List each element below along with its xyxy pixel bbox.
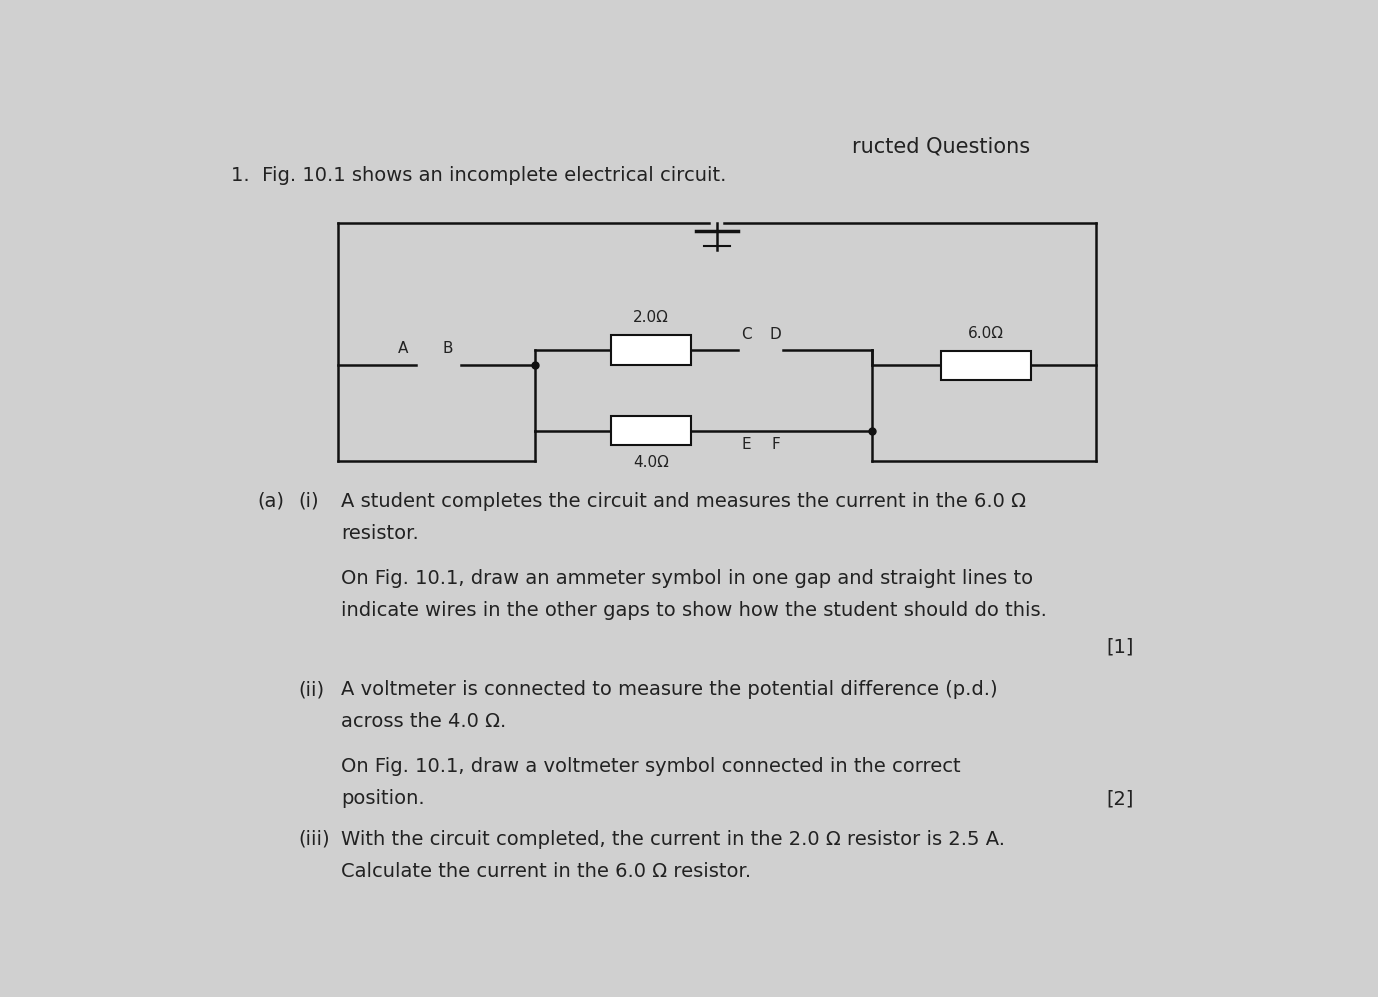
Text: [2]: [2] bbox=[1107, 789, 1134, 808]
Text: A: A bbox=[398, 341, 408, 356]
Text: A voltmeter is connected to measure the potential difference (p.d.): A voltmeter is connected to measure the … bbox=[340, 680, 998, 699]
Text: With the circuit completed, the current in the 2.0 Ω resistor is 2.5 A.: With the circuit completed, the current … bbox=[340, 830, 1005, 848]
Text: On Fig. 10.1, draw an ammeter symbol in one gap and straight lines to: On Fig. 10.1, draw an ammeter symbol in … bbox=[340, 568, 1034, 588]
Text: (a): (a) bbox=[258, 492, 285, 511]
Bar bbox=[610, 335, 690, 365]
Text: E: E bbox=[741, 437, 751, 452]
Text: 1.  Fig. 10.1 shows an incomplete electrical circuit.: 1. Fig. 10.1 shows an incomplete electri… bbox=[232, 166, 726, 184]
Text: A student completes the circuit and measures the current in the 6.0 Ω: A student completes the circuit and meas… bbox=[340, 492, 1027, 511]
Text: (i): (i) bbox=[298, 492, 318, 511]
Text: F: F bbox=[772, 437, 780, 452]
Bar bbox=[610, 416, 690, 445]
Text: (iii): (iii) bbox=[298, 830, 329, 848]
Text: 4.0Ω: 4.0Ω bbox=[633, 455, 668, 471]
Text: 2.0Ω: 2.0Ω bbox=[633, 310, 668, 325]
Text: D: D bbox=[770, 327, 781, 342]
Text: Calculate the current in the 6.0 Ω resistor.: Calculate the current in the 6.0 Ω resis… bbox=[340, 862, 751, 881]
Text: across the 4.0 Ω.: across the 4.0 Ω. bbox=[340, 712, 506, 731]
Text: indicate wires in the other gaps to show how the student should do this.: indicate wires in the other gaps to show… bbox=[340, 601, 1047, 620]
Text: (ii): (ii) bbox=[298, 680, 324, 699]
Text: resistor.: resistor. bbox=[340, 524, 419, 543]
Text: ructed Questions: ructed Questions bbox=[852, 137, 1031, 157]
Text: On Fig. 10.1, draw a voltmeter symbol connected in the correct: On Fig. 10.1, draw a voltmeter symbol co… bbox=[340, 757, 960, 776]
Text: [1]: [1] bbox=[1107, 638, 1134, 657]
Text: B: B bbox=[442, 341, 453, 356]
Text: 6.0Ω: 6.0Ω bbox=[967, 326, 1005, 341]
Text: C: C bbox=[741, 327, 752, 342]
Text: position.: position. bbox=[340, 789, 424, 808]
Bar bbox=[941, 351, 1031, 380]
